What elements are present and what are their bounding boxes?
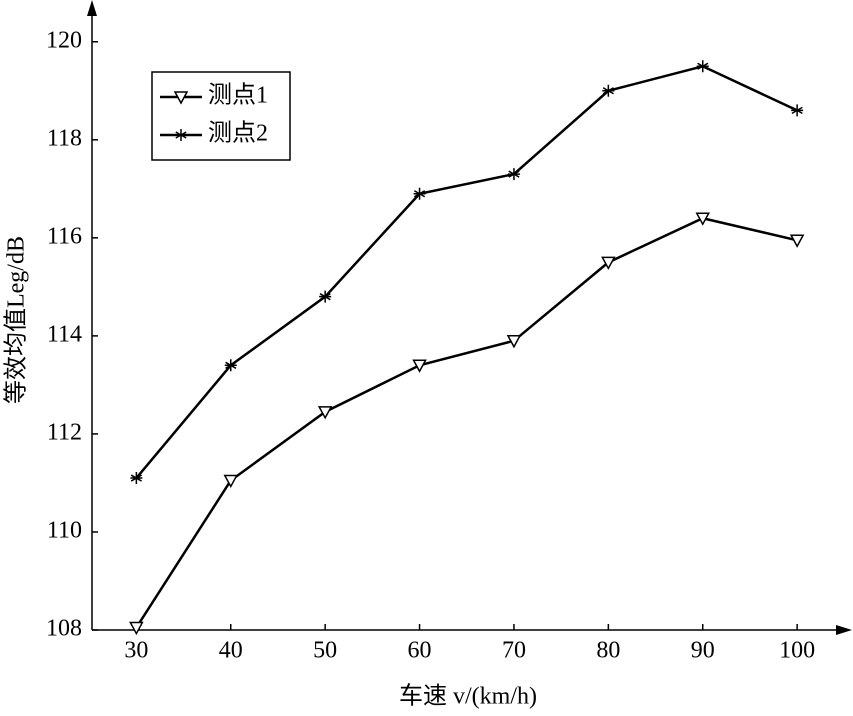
x-tick-label: 100 (779, 638, 815, 664)
marker (506, 335, 522, 349)
x-tick-label: 40 (219, 638, 243, 664)
series-line (135, 216, 798, 629)
y-axis-arrow (87, 0, 97, 16)
legend-label: 测点2 (208, 120, 268, 147)
marker (789, 234, 805, 248)
y-tick-label: 118 (47, 125, 82, 151)
y-tick-label: 116 (47, 223, 82, 249)
legend-label: 测点1 (208, 82, 268, 109)
series-line (135, 64, 798, 479)
y-tick-label: 114 (47, 321, 82, 347)
marker (223, 474, 239, 489)
marker (602, 84, 615, 97)
x-tick-label: 50 (313, 638, 337, 664)
marker (129, 621, 144, 636)
marker (695, 212, 711, 226)
marker (317, 406, 333, 420)
y-tick-label: 112 (47, 419, 82, 445)
marker (601, 256, 616, 270)
marker (791, 104, 804, 117)
x-tick-label: 70 (502, 638, 526, 664)
y-tick-label: 108 (46, 616, 82, 642)
marker (130, 472, 143, 485)
marker (319, 290, 332, 303)
marker (507, 168, 520, 181)
x-tick-label: 60 (408, 638, 432, 664)
x-tick-label: 30 (124, 638, 148, 664)
y-tick-label: 120 (46, 27, 82, 53)
marker (224, 359, 237, 372)
legend-marker (175, 129, 187, 141)
marker (413, 187, 426, 200)
x-axis-arrow (836, 625, 852, 635)
legend-marker (173, 91, 189, 105)
legend-box (151, 71, 291, 161)
x-tick-label: 80 (596, 638, 620, 664)
x-tick-label: 90 (691, 638, 715, 664)
marker (696, 60, 709, 73)
x-axis-label: 车速 v/(km/h) (399, 683, 537, 710)
marker (412, 359, 427, 373)
y-tick-label: 110 (47, 517, 82, 543)
y-axis-label: 等效均值Leg/dB (3, 236, 30, 404)
